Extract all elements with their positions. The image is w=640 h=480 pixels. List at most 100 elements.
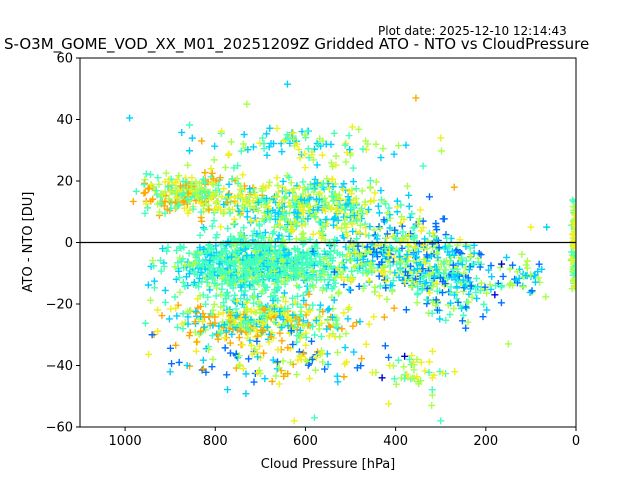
data-point (403, 182, 411, 190)
data-point (426, 289, 434, 297)
data-point (165, 195, 173, 203)
data-point (406, 355, 414, 363)
data-point (258, 187, 266, 195)
data-point (221, 163, 229, 171)
data-point (215, 310, 223, 318)
data-point (275, 273, 283, 281)
data-point (186, 121, 194, 129)
data-point (458, 261, 466, 269)
data-point (386, 262, 394, 270)
data-point (456, 302, 464, 310)
data-point (220, 185, 228, 193)
data-point (284, 310, 292, 318)
data-point (421, 367, 429, 375)
data-point (377, 267, 385, 275)
data-point (261, 306, 269, 314)
data-point (412, 94, 420, 102)
data-point (534, 274, 542, 282)
data-point (455, 272, 463, 280)
data-point (275, 364, 283, 372)
data-point (361, 198, 369, 206)
data-point (324, 306, 332, 314)
data-point (454, 259, 462, 267)
x-axis-label: Cloud Pressure [hPa] (261, 457, 396, 472)
data-point (200, 323, 208, 331)
data-point (473, 274, 481, 282)
data-point (449, 269, 457, 277)
data-point (349, 276, 357, 284)
data-point (477, 287, 485, 295)
data-point (468, 293, 476, 301)
data-point (295, 183, 303, 191)
x-tick-label: 800 (203, 434, 228, 449)
data-point (287, 179, 295, 187)
data-point (568, 256, 576, 264)
data-point (284, 370, 292, 378)
data-point (212, 242, 220, 250)
data-point (255, 273, 263, 281)
data-point (300, 296, 308, 304)
data-point (251, 214, 259, 222)
data-point (425, 193, 433, 201)
data-point (397, 219, 405, 227)
data-point (442, 256, 450, 264)
data-point (306, 181, 314, 189)
data-point (523, 264, 531, 272)
data-point (397, 374, 405, 382)
data-point (274, 284, 282, 292)
data-point (304, 145, 312, 153)
data-point (177, 257, 185, 265)
data-point (242, 238, 250, 246)
data-point (355, 125, 363, 133)
data-point (255, 239, 263, 247)
data-point (193, 338, 201, 346)
data-point (293, 140, 301, 148)
data-point (242, 305, 250, 313)
data-point (219, 240, 227, 248)
data-point (224, 238, 232, 246)
data-point (391, 375, 399, 383)
data-point (288, 274, 296, 282)
data-point (498, 282, 506, 290)
data-point (346, 250, 354, 258)
data-point (223, 199, 231, 207)
data-point (301, 196, 309, 204)
data-point (194, 192, 202, 200)
data-point (167, 204, 175, 212)
data-point (243, 100, 251, 108)
data-point (325, 305, 333, 313)
data-point (330, 129, 338, 137)
data-point (254, 207, 262, 215)
data-point (150, 262, 158, 270)
data-point (253, 328, 261, 336)
data-point (293, 267, 301, 275)
data-point (167, 187, 175, 195)
data-point (209, 266, 217, 274)
data-point (384, 209, 392, 217)
data-point (257, 243, 265, 251)
data-point (129, 197, 137, 205)
data-point (374, 264, 382, 272)
data-point (450, 183, 458, 191)
data-point (284, 322, 292, 330)
data-point (309, 206, 317, 214)
data-point (326, 276, 334, 284)
data-point (571, 262, 576, 270)
data-point (345, 285, 353, 293)
data-point (197, 268, 205, 276)
data-point (147, 171, 155, 179)
data-point (392, 380, 400, 388)
data-point (410, 266, 418, 274)
data-point (284, 221, 292, 229)
data-point (328, 188, 336, 196)
data-point (366, 183, 374, 191)
data-point (396, 260, 404, 268)
data-point (244, 317, 252, 325)
data-point (147, 181, 155, 189)
data-point (450, 251, 458, 259)
data-point (420, 281, 428, 289)
data-point (231, 276, 239, 284)
data-point (271, 267, 279, 275)
data-point (184, 313, 192, 321)
data-point (258, 264, 266, 272)
